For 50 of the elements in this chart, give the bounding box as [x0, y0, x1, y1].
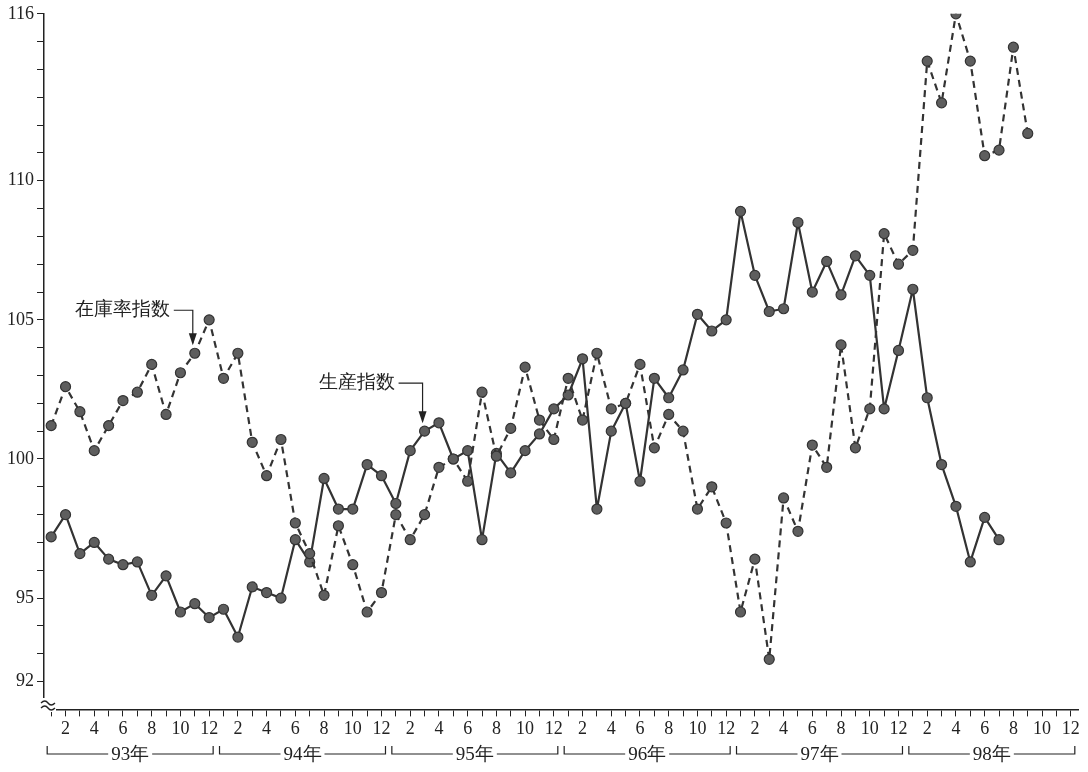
x-tick-label: 10 — [1033, 717, 1052, 738]
x-tick-label: 12 — [200, 717, 219, 738]
x-tick-label: 12 — [717, 717, 736, 738]
x-tick-label: 4 — [262, 717, 272, 738]
x-tick-label: 4 — [951, 717, 961, 738]
x-tick-label: 8 — [147, 717, 157, 738]
x-tick-label: 12 — [1061, 717, 1080, 738]
x-tick-label: 10 — [688, 717, 707, 738]
x-tick-label: 2 — [922, 717, 932, 738]
x-tick-label: 6 — [463, 717, 473, 738]
x-tick-label: 6 — [290, 717, 300, 738]
y-tick-label: 92 — [16, 670, 34, 691]
x-tick-label: 4 — [779, 717, 789, 738]
x-tick-label: 8 — [1008, 717, 1018, 738]
x-tick-label: 10 — [171, 717, 190, 738]
x-tick-label: 10 — [516, 717, 535, 738]
x-tick-label: 4 — [89, 717, 99, 738]
x-tick-label: 2 — [750, 717, 760, 738]
y-tick-label: 105 — [7, 308, 34, 329]
text: 95年 — [455, 742, 494, 764]
x-tick-label: 8 — [836, 717, 846, 738]
text: 98年 — [972, 742, 1011, 764]
text: 94年 — [283, 742, 322, 764]
x-tick-label: 2 — [405, 717, 415, 738]
text: 96年 — [628, 742, 667, 764]
x-tick-label: 2 — [61, 717, 71, 738]
x-tick-label: 12 — [544, 717, 563, 738]
x-tick-label: 8 — [319, 717, 329, 738]
text: 97年 — [800, 742, 839, 764]
x-tick-label: 4 — [434, 717, 444, 738]
series-label: 在庫率指数 — [74, 298, 170, 320]
x-tick-label: 10 — [860, 717, 879, 738]
text: 生産指数 — [318, 371, 395, 393]
x-tick-label: 6 — [980, 717, 990, 738]
y-tick-label: 95 — [16, 586, 34, 607]
x-tick-label: 6 — [118, 717, 128, 738]
y-tick-label: 116 — [7, 2, 34, 23]
x-tick-label: 8 — [491, 717, 501, 738]
x-tick-label: 6 — [635, 717, 645, 738]
x-tick-label: 8 — [664, 717, 674, 738]
y-tick-label: 110 — [7, 169, 34, 190]
x-tick-label: 2 — [233, 717, 243, 738]
x-tick-label: 2 — [578, 717, 588, 738]
text: 93年 — [111, 742, 150, 764]
x-tick-label: 12 — [372, 717, 391, 738]
x-tick-label: 4 — [606, 717, 616, 738]
y-tick-label: 100 — [7, 447, 34, 468]
x-tick-label: 10 — [343, 717, 362, 738]
x-tick-label: 6 — [807, 717, 817, 738]
x-tick-label: 12 — [889, 717, 908, 738]
